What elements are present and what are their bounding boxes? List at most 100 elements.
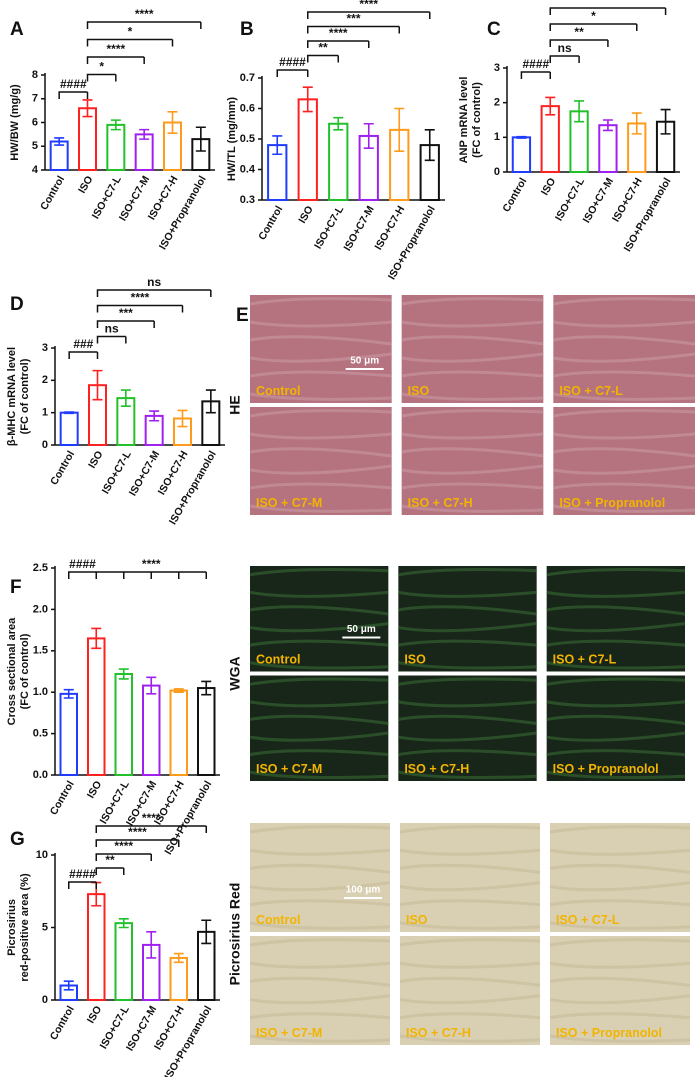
tissue-texture: [249, 700, 389, 708]
tissue-texture: [249, 352, 392, 363]
tissue-texture: [249, 1034, 391, 1043]
tissue-texture: [399, 825, 541, 834]
image-label: Control: [256, 384, 300, 398]
panel: C 0 1 2 3 ANP mRNA level (FC of control) Contro…: [458, 0, 680, 254]
y-axis-label: HW/BW (mg/g): [9, 84, 21, 161]
significance-bracket: [307, 40, 370, 48]
significance-label: ####: [60, 77, 87, 91]
tissue-texture: [553, 464, 696, 475]
image-label: ISO + C7-M: [256, 762, 322, 776]
y-axis-label: (FC of control): [471, 82, 483, 158]
tissue-texture: [546, 661, 686, 670]
tissue-texture: [399, 938, 541, 947]
bar: [59, 692, 78, 777]
tissue-texture: [401, 447, 544, 458]
tissue-texture: [553, 392, 696, 401]
tissue-texture: [399, 848, 541, 856]
tissue-texture: [401, 392, 544, 401]
bar: [540, 105, 560, 173]
significance-bracket: [549, 39, 609, 47]
tissue-texture: [553, 504, 696, 513]
tissue-texture: [249, 848, 391, 856]
significance-bracket: [549, 55, 580, 63]
error-bar: [394, 107, 405, 152]
significance-label: ns: [105, 322, 119, 336]
significance-bracket: [276, 69, 309, 77]
x-tick-label: ISO: [76, 174, 95, 196]
tissue-texture: [399, 899, 541, 907]
bar: [328, 122, 349, 201]
scale-bar-label: 50 μm: [347, 624, 376, 635]
tissue-texture: [553, 370, 696, 378]
tissue-texture: [546, 622, 686, 633]
tissue-texture: [549, 863, 691, 874]
panel-letter: F: [10, 577, 22, 598]
error-bar: [205, 389, 216, 414]
image-label: ISO + Propranolol: [553, 762, 659, 776]
micrograph: [250, 407, 392, 515]
y-tick-label: 0: [42, 439, 48, 451]
bar: [78, 107, 97, 171]
error-bar: [302, 86, 313, 113]
significance-label: ***: [346, 12, 360, 26]
error-bar: [516, 135, 527, 139]
tissue-texture: [398, 661, 537, 670]
tissue-texture: [399, 1012, 541, 1020]
y-tick-label: 0.3: [240, 194, 255, 206]
error-bar: [139, 128, 150, 140]
error-bar: [363, 122, 374, 149]
bar: [297, 98, 318, 201]
tissue-texture: [553, 447, 696, 458]
micrograph: [553, 407, 695, 515]
micrograph: [250, 823, 390, 932]
significance-label: ****: [128, 825, 147, 839]
panel-letter: B: [240, 19, 254, 40]
image-label: ISO + C7-H: [404, 762, 469, 776]
y-tick-label: 0.6: [240, 102, 255, 114]
tissue-texture: [401, 409, 544, 418]
x-tick-label: Control: [256, 204, 285, 242]
tissue-texture: [549, 825, 691, 834]
error-bar: [63, 688, 74, 699]
bar: [87, 893, 106, 1002]
tissue-texture: [401, 432, 544, 440]
error-bar: [177, 409, 188, 428]
tissue-texture: [401, 297, 544, 306]
tissue-texture: [249, 590, 389, 598]
x-tick-label: Control: [48, 449, 77, 487]
tissue-texture: [249, 447, 392, 458]
bar: [169, 689, 188, 777]
y-tick-label: 5: [32, 140, 38, 152]
y-tick-label: 0.4: [240, 163, 256, 175]
error-bar: [120, 389, 131, 407]
significance-label: ****: [359, 0, 378, 11]
significance-bracket: [95, 571, 207, 579]
significance-label: ****: [135, 7, 154, 21]
y-axis-label: (FC of control): [19, 358, 31, 434]
tissue-texture: [249, 370, 392, 378]
y-tick-label: 1: [42, 407, 48, 419]
y-tick-label: 4: [32, 164, 39, 176]
significance-label: **: [105, 853, 115, 867]
significance-label: *: [99, 60, 104, 74]
tissue-texture: [549, 961, 691, 969]
error-bar: [92, 369, 103, 401]
x-tick-label: Control: [500, 176, 529, 214]
error-bar: [167, 111, 178, 134]
tissue-texture: [398, 622, 537, 633]
tissue-texture: [546, 731, 686, 742]
image-label: ISO + Propranolol: [556, 1026, 662, 1040]
micrograph: [550, 823, 690, 932]
tissue-texture: [401, 504, 544, 513]
x-tick-label: Control: [38, 174, 67, 212]
y-tick-label: 2: [494, 97, 500, 109]
tissue-texture: [399, 921, 541, 930]
error-bar: [333, 116, 344, 131]
error-bar: [201, 680, 212, 696]
tissue-texture: [553, 432, 696, 440]
tissue-texture: [398, 700, 537, 708]
significance-bracket: [96, 320, 155, 328]
tissue-texture: [549, 976, 691, 987]
